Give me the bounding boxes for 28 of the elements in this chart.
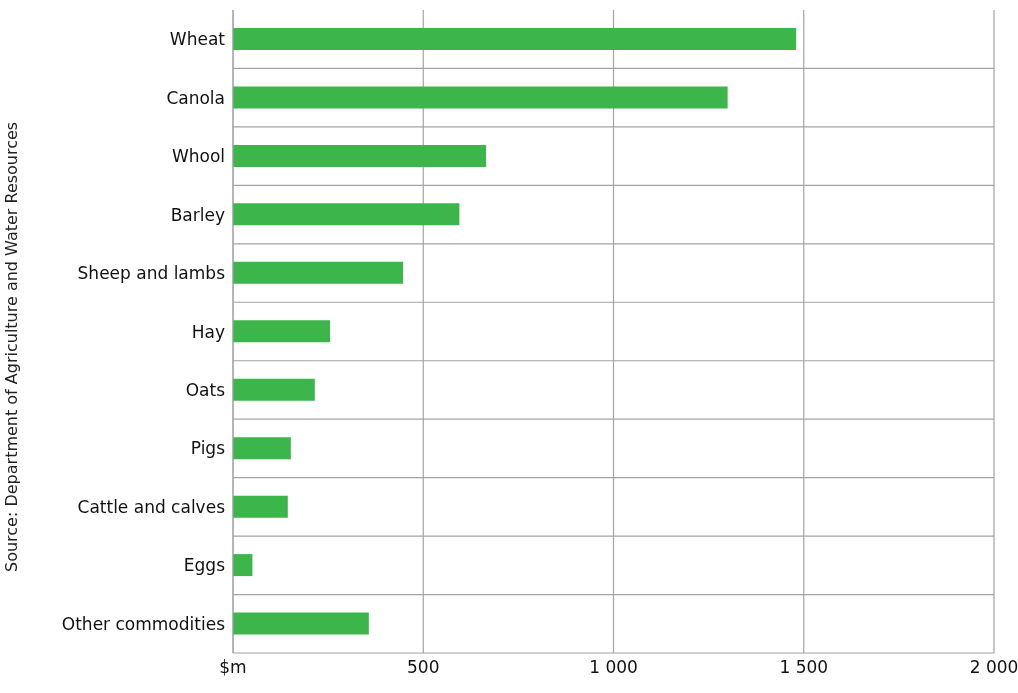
y-tick-label: Whool xyxy=(171,146,225,167)
bar xyxy=(233,320,331,343)
y-tick-label: Oats xyxy=(185,379,226,400)
bar xyxy=(233,378,315,401)
y-tick-label: Sheep and lambs xyxy=(77,263,226,284)
y-tick-label: Wheat xyxy=(169,29,226,50)
bar xyxy=(233,28,797,50)
x-tick-label: 500 xyxy=(407,657,440,678)
bar xyxy=(233,495,288,518)
y-tick-label: Other commodities xyxy=(61,613,226,634)
bar xyxy=(233,86,728,109)
bar xyxy=(233,144,487,167)
bar xyxy=(233,612,369,635)
y-tick-label: Canola xyxy=(166,87,225,108)
x-tick-label: 2 000 xyxy=(969,657,1018,678)
bar xyxy=(233,261,404,284)
y-tick-label: Eggs xyxy=(183,555,226,576)
y-tick-label: Cattle and calves xyxy=(77,496,226,517)
y-tick-label: Pigs xyxy=(190,438,226,459)
y-tick-label: Hay xyxy=(191,321,225,342)
source-note: Source: Department of Agriculture and Water Resources xyxy=(2,120,21,574)
x-tick-label: $m xyxy=(219,657,247,678)
bar xyxy=(233,203,460,226)
x-tick-label: 1 000 xyxy=(589,657,638,678)
bar xyxy=(233,437,291,460)
y-tick-label: Barley xyxy=(170,204,225,225)
x-tick-label: 1 500 xyxy=(779,657,829,678)
bar xyxy=(233,554,253,577)
